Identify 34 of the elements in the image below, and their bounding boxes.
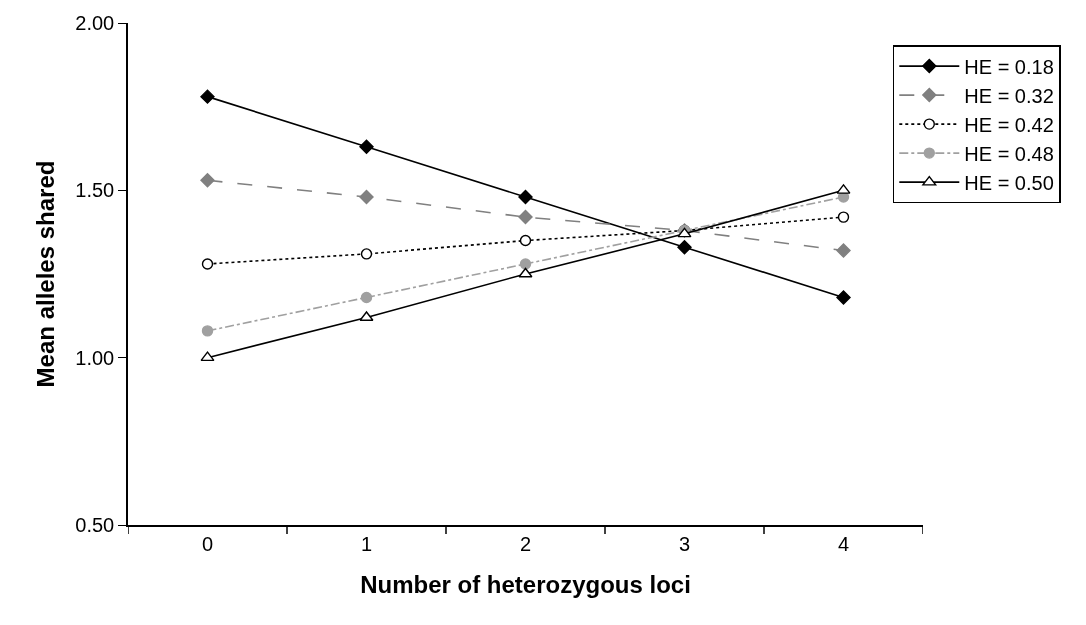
point	[519, 234, 532, 247]
x-tick-label: 1	[360, 532, 373, 555]
point	[359, 139, 374, 155]
x-tick-label: 0	[201, 532, 214, 555]
y-tick-label: 2.00	[75, 12, 115, 34]
point	[200, 351, 215, 362]
x-tick-label: 2	[519, 532, 532, 555]
legend-label: HE = 0.18	[964, 55, 1054, 78]
point	[201, 258, 214, 270]
y-tick-label: 1.50	[75, 179, 115, 202]
point	[201, 325, 214, 337]
y-tick-label: 1.00	[75, 346, 115, 369]
legend-label: HE = 0.48	[964, 142, 1054, 165]
point	[200, 173, 215, 188]
y-axis-title: Mean alleles shared	[31, 160, 59, 388]
point	[518, 189, 533, 205]
point	[836, 290, 851, 305]
point	[836, 243, 851, 258]
point	[518, 209, 533, 225]
point	[360, 248, 373, 260]
legend-label: HE = 0.32	[964, 84, 1054, 107]
legend-label: HE = 0.50	[964, 171, 1054, 194]
x-tick-label: 3	[678, 532, 691, 555]
legend-label: HE = 0.42	[964, 113, 1054, 136]
point	[519, 258, 532, 270]
x-axis-title: Number of heterozygous loci	[360, 570, 691, 598]
point	[360, 291, 373, 304]
y-tick-label: 0.50	[75, 514, 115, 536]
point	[837, 211, 850, 223]
point	[518, 267, 533, 278]
x-tick-label: 4	[837, 532, 850, 555]
point	[359, 189, 374, 205]
point	[200, 89, 215, 104]
point	[677, 240, 692, 255]
